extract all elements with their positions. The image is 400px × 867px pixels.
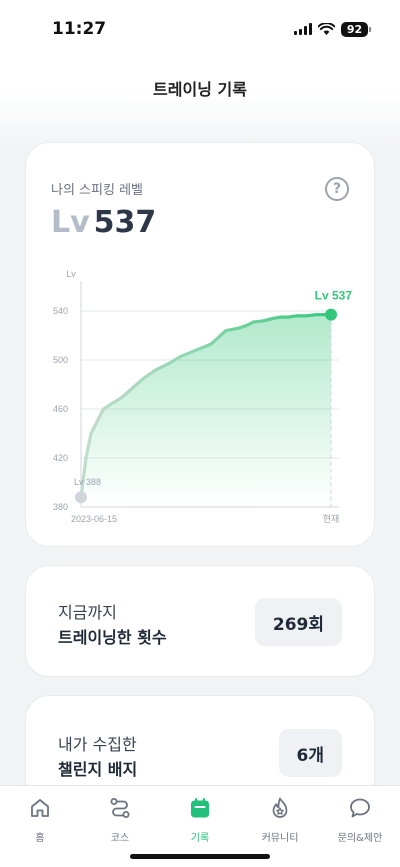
chart-series-line [79, 313, 333, 499]
status-bar: 11:27 92 [0, 0, 400, 54]
badges-line1: 내가 수집한 [58, 735, 137, 754]
tab-inquiry-label: 문의&제안 [337, 833, 383, 844]
y-tick-label: 460 [53, 404, 68, 414]
y-tick-label: 540 [53, 306, 68, 316]
y-tick-label: 420 [53, 453, 68, 463]
tab-inquiry[interactable]: 문의&제안 [320, 794, 400, 846]
help-icon[interactable]: ? [325, 177, 349, 201]
level-value: Lv 537 [51, 205, 156, 240]
home-icon [31, 799, 49, 817]
chart-end-point [325, 308, 337, 321]
training-count-value: 269회 [254, 598, 342, 646]
status-time: 11:27 [52, 19, 107, 39]
tab-record[interactable]: 기록 [160, 794, 240, 846]
wifi-icon [318, 22, 335, 35]
home-indicator [130, 854, 270, 859]
tab-bar: 홈 코스 기록 커뮤니티 문의&제안 [0, 785, 400, 867]
tab-community-label: 커뮤니티 [261, 833, 299, 844]
route-icon [110, 798, 130, 818]
status-icons: 92 [294, 21, 371, 37]
chart-start-label: Lv 388 [74, 477, 101, 487]
y-tick-label: 500 [53, 355, 68, 365]
tab-home[interactable]: 홈 [0, 794, 80, 846]
training-count-card: 지금까지 트레이닝한 횟수 269회 [25, 565, 375, 677]
x-tick-label: 2023-06-15 [71, 514, 117, 524]
page-title: 트레이닝 기록 [153, 80, 247, 99]
y-tick-label: 380 [53, 502, 68, 512]
tab-home-label: 홈 [35, 833, 45, 844]
chart-start-point [75, 491, 87, 504]
level-chart: Lv 540 500 460 420 380 Lv 537 Lv 388 2023-06-15 현… [53, 269, 353, 524]
tab-record-label: 기록 [190, 833, 210, 844]
battery-icon: 92 [341, 21, 371, 37]
x-tick-label: 현재 [323, 514, 340, 524]
y-axis-label: Lv [66, 269, 76, 279]
level-label: 나의 스피킹 레벨 [51, 183, 143, 198]
tab-course[interactable]: 코스 [80, 794, 160, 846]
fire-icon [272, 797, 288, 818]
tab-community[interactable]: 커뮤니티 [240, 794, 320, 846]
calendar-icon [191, 798, 209, 818]
level-prefix: Lv [51, 205, 90, 240]
chat-icon [350, 798, 370, 818]
badges-value: 6개 [278, 729, 342, 777]
chart-end-label: Lv 537 [315, 289, 353, 303]
training-count-line2: 트레이닝한 횟수 [58, 628, 167, 647]
chart-area-fill [81, 314, 331, 507]
training-count-line1: 지금까지 [58, 603, 117, 622]
badges-line2: 챌린지 배지 [58, 760, 138, 779]
tab-course-label: 코스 [110, 833, 130, 844]
level-number: 537 [93, 205, 157, 240]
cellular-signal-icon [294, 23, 312, 35]
level-card: 나의 스피킹 레벨 ? Lv 537 Lv 540 500 460 420 380 Lv 5… [25, 142, 375, 547]
